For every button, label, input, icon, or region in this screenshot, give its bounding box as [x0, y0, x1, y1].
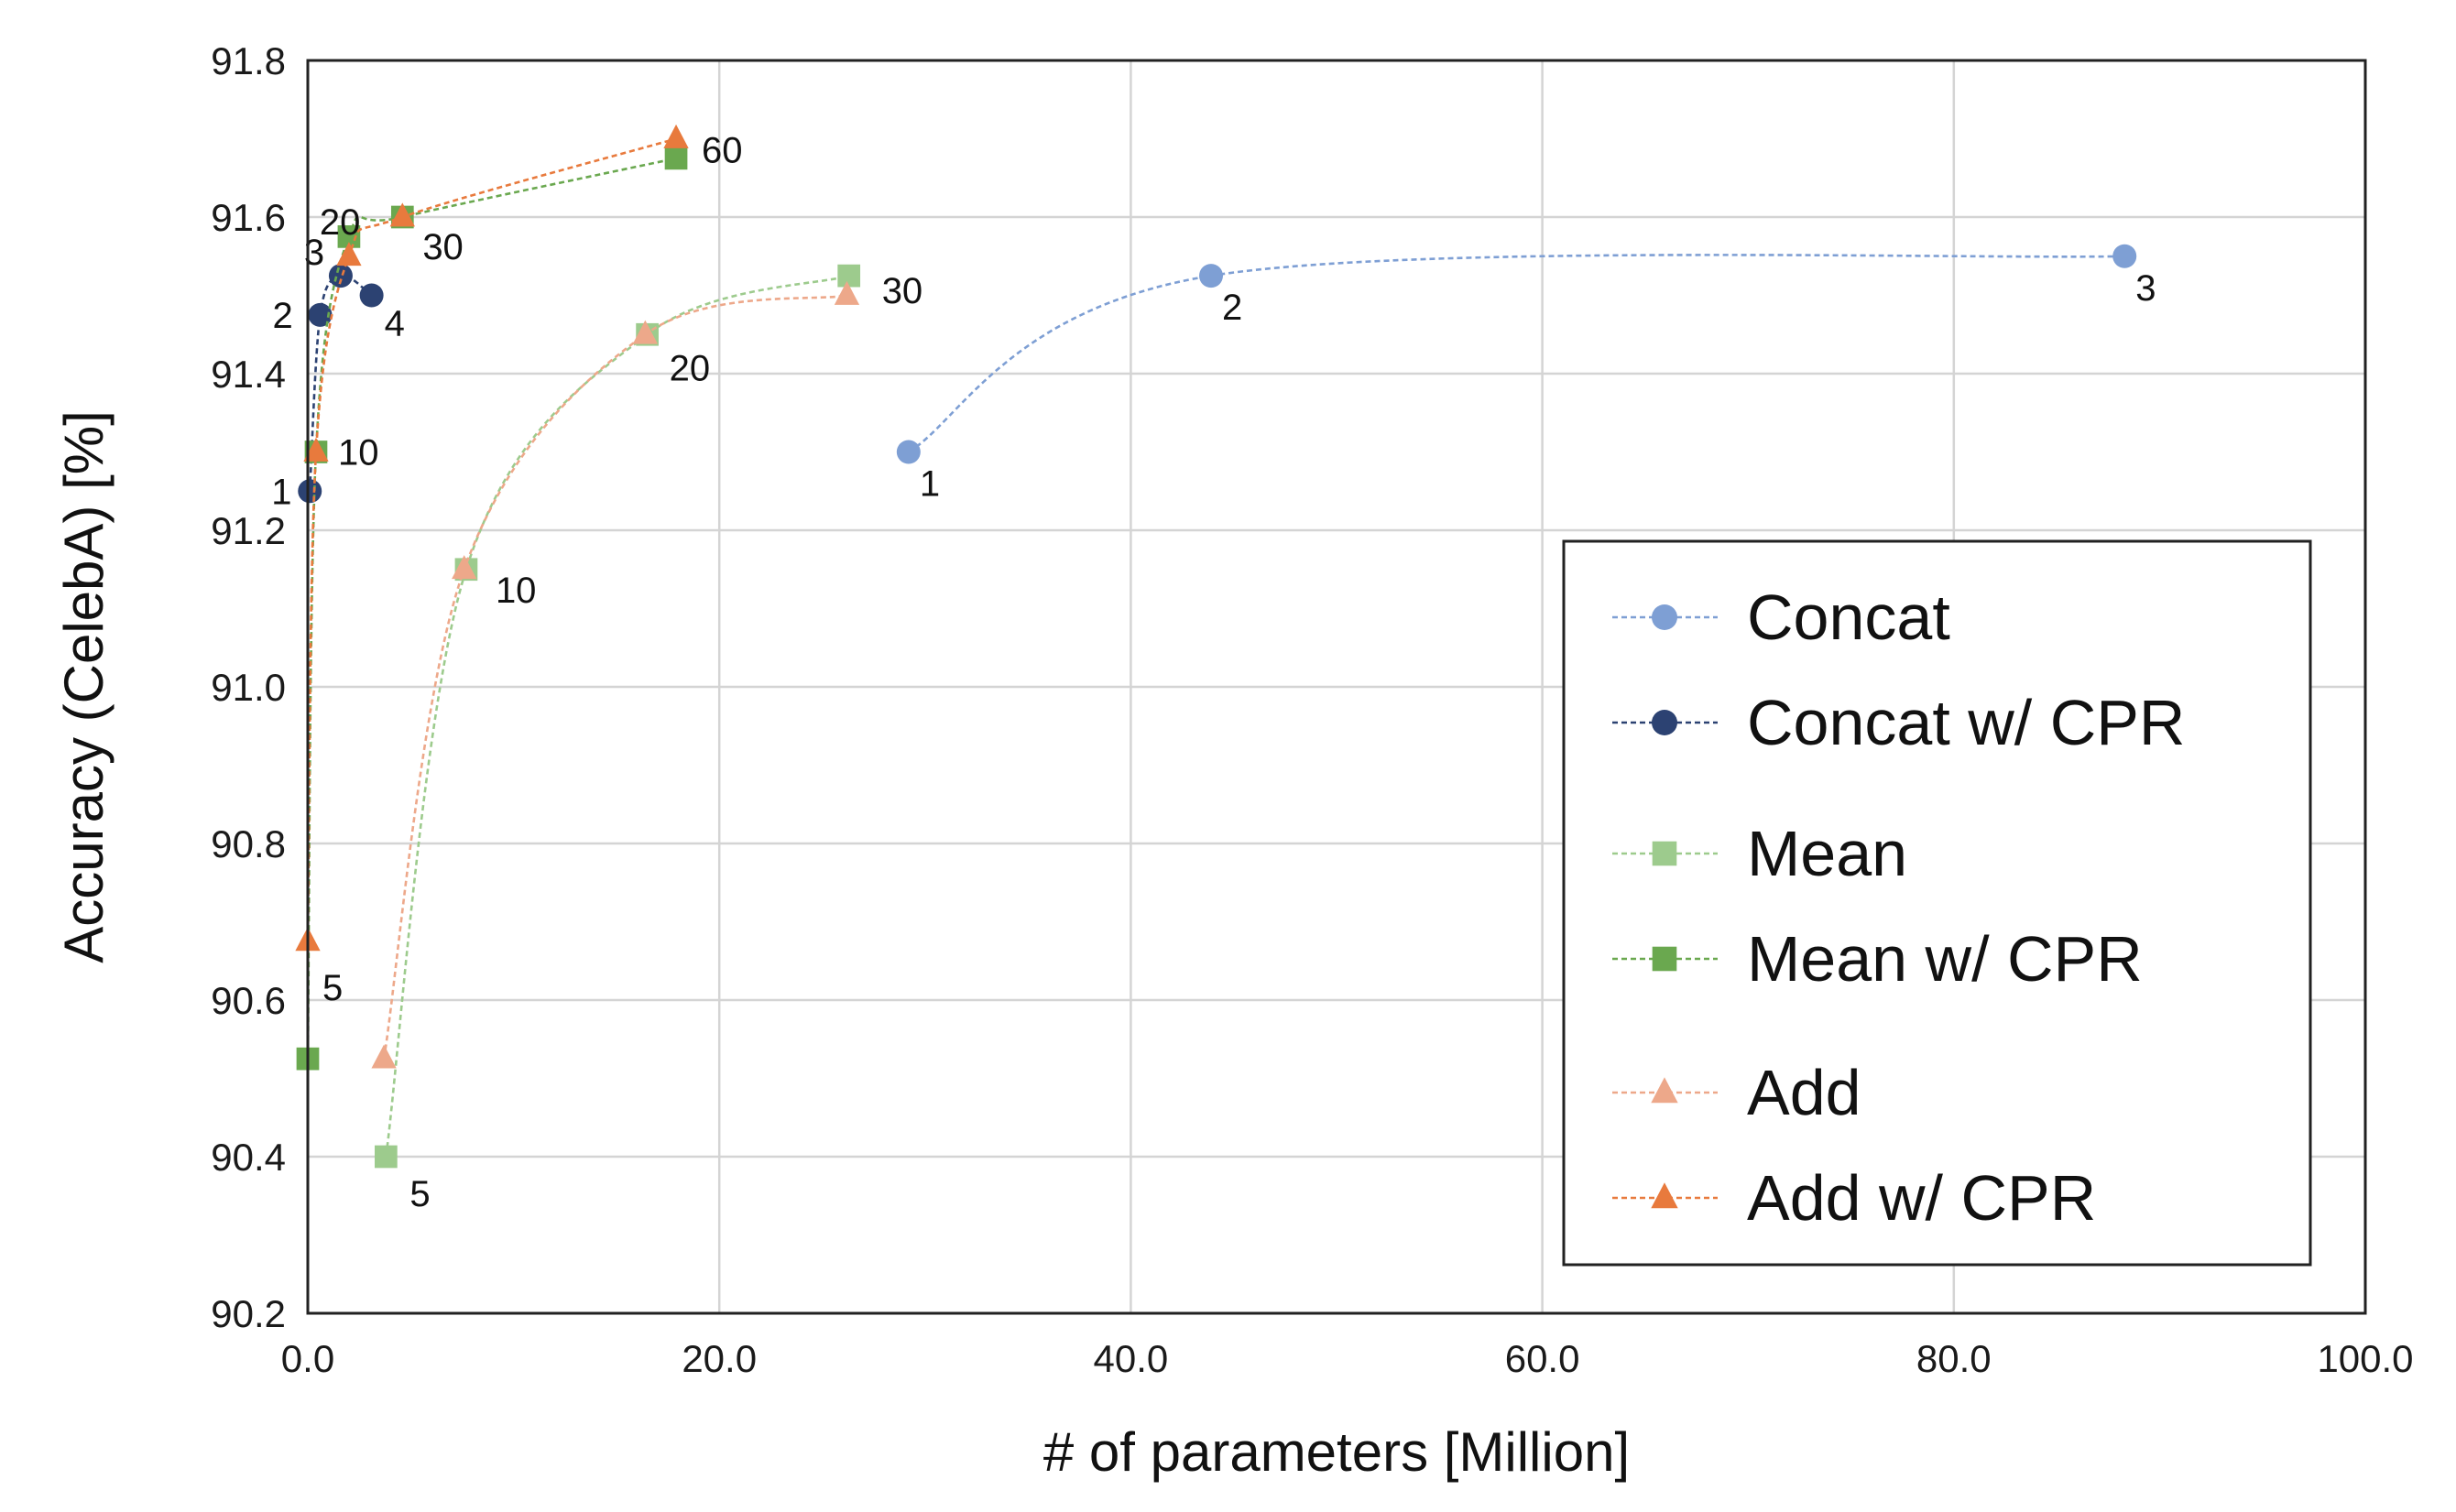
legend-label: Add w/ CPR [1747, 1162, 2096, 1234]
legend-item: Mean w/ CPR [1612, 923, 2143, 995]
data-label: 2 [272, 296, 292, 336]
series-mean: 5 10 20 30 [374, 264, 923, 1214]
data-label: 5 [409, 1174, 430, 1214]
data-point [452, 555, 477, 580]
data-label: 1 [920, 464, 940, 505]
data-point [632, 320, 658, 344]
data-point [2112, 244, 2137, 268]
legend-marker [1651, 1077, 1678, 1104]
legend-label: Add [1747, 1057, 1861, 1128]
y-tick-label: 90.6 [211, 979, 286, 1022]
data-point [336, 242, 362, 267]
y-tick-label: 91.0 [211, 666, 286, 709]
legend-item: Concat [1612, 582, 1950, 653]
data-label: 5 [322, 968, 343, 1008]
y-tick-label: 90.8 [211, 822, 286, 865]
x-tick-label: 40.0 [1094, 1337, 1169, 1380]
legend-item: Add [1612, 1057, 1861, 1128]
y-tick-labels: 90.2 90.4 90.6 90.8 91.0 91.2 91.4 91.6 91.8 [211, 39, 286, 1335]
legend: Concat Concat w/ CPR Mean Mean w/ CPR Add Add… [1562, 539, 2312, 1267]
series-line [382, 294, 847, 1060]
series-concat: 1 2 3 [896, 244, 2156, 505]
y-tick-label: 91.6 [211, 196, 286, 239]
data-point [389, 202, 415, 227]
plot-frame [306, 59, 2367, 1315]
legend-label: Concat [1747, 582, 1950, 653]
data-label: 3 [2135, 268, 2156, 309]
legend-marker [1651, 1182, 1678, 1209]
x-tick-label: 20.0 [682, 1337, 757, 1380]
legend-label: Concat w/ CPR [1747, 687, 2185, 758]
series-line [308, 274, 373, 492]
data-label: 20 [320, 202, 361, 243]
data-label: 60 [702, 131, 743, 171]
data-label: 10 [338, 433, 379, 473]
legend-label: Mean w/ CPR [1747, 923, 2143, 995]
data-point [303, 437, 329, 462]
y-tick-label: 91.8 [211, 39, 286, 82]
legend-box [1562, 539, 2312, 1267]
data-point [298, 479, 322, 504]
series-line [908, 254, 2125, 453]
y-axis-title: Accuracy (CelebA) [%] [53, 410, 115, 963]
legend-marker [1652, 604, 1677, 630]
data-point [664, 147, 688, 170]
y-tick-label: 90.2 [211, 1292, 286, 1335]
x-axis-title: # of parameters [Million] [1043, 1421, 1630, 1483]
x-tick-label: 0.0 [281, 1337, 334, 1380]
legend-marker [1652, 946, 1677, 972]
data-point [371, 1044, 397, 1069]
y-tick-label: 91.4 [211, 353, 286, 396]
data-point [663, 124, 689, 148]
data-label: 30 [422, 227, 464, 267]
data-point [308, 302, 333, 327]
data-point [374, 1145, 398, 1169]
data-point [1198, 264, 1223, 288]
data-label: 30 [882, 271, 923, 311]
y-tick-label: 90.4 [211, 1136, 286, 1179]
x-tick-labels: 0.0 20.0 40.0 60.0 80.0 100.0 [281, 1337, 2414, 1380]
series-add [371, 280, 860, 1069]
y-tick-label: 91.2 [211, 509, 286, 552]
x-tick-label: 80.0 [1916, 1337, 1992, 1380]
data-point [834, 280, 860, 305]
data-label: 10 [496, 571, 537, 611]
data-label: 2 [1222, 288, 1242, 328]
x-tick-label: 60.0 [1505, 1337, 1580, 1380]
data-label: 4 [385, 304, 405, 344]
data-point [359, 283, 384, 308]
x-tick-label: 100.0 [2317, 1337, 2413, 1380]
legend-marker [1652, 710, 1677, 735]
data-label: 1 [271, 472, 291, 512]
legend-item: Mean [1612, 818, 1907, 889]
series-add-w-cpr: 5 10 20 30 60 [295, 124, 743, 1008]
legend-item: Concat w/ CPR [1612, 687, 2185, 758]
data-point [328, 264, 353, 288]
legend-label: Mean [1747, 818, 1907, 889]
data-point [837, 264, 861, 288]
legend-marker [1652, 841, 1677, 866]
series-line [306, 137, 677, 941]
data-point [896, 440, 921, 464]
legend-item: Add w/ CPR [1612, 1162, 2096, 1234]
series-line [385, 274, 850, 1158]
data-label: 20 [670, 348, 711, 388]
